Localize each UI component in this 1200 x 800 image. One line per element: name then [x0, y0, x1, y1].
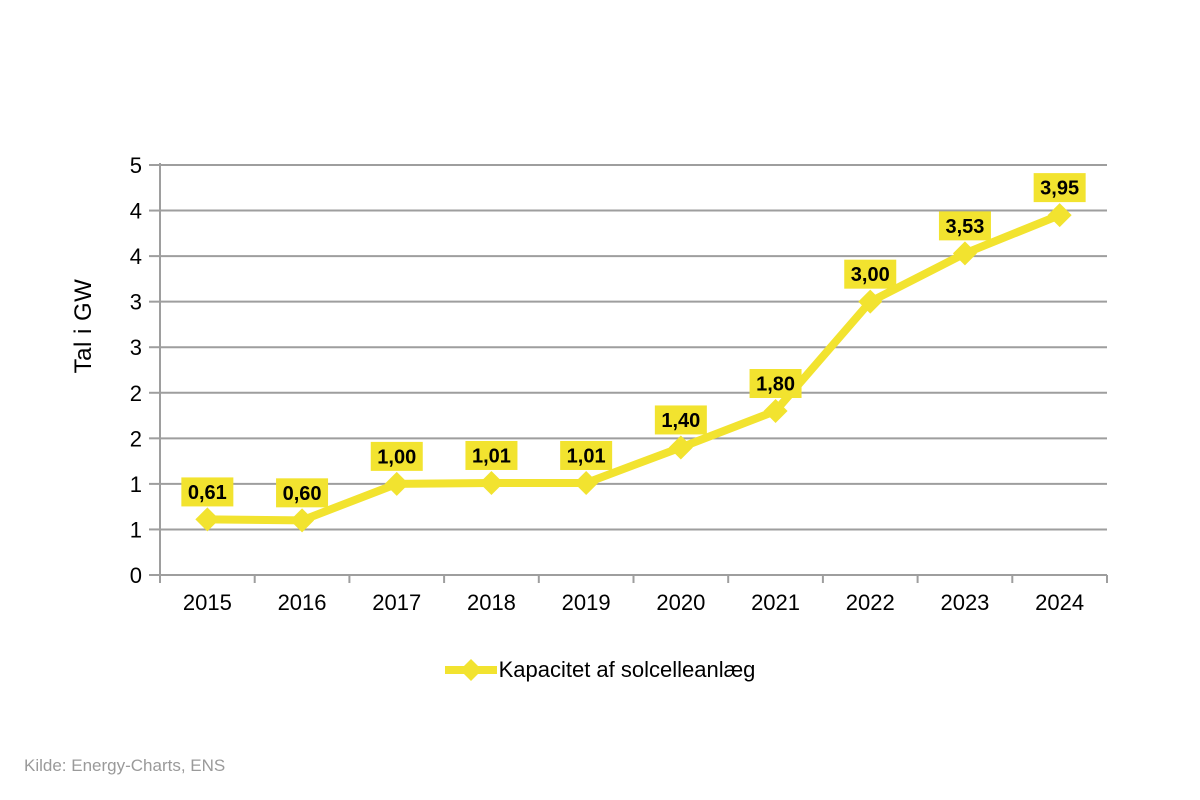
y-tick-label: 2 [130, 426, 142, 451]
data-label: 3,53 [945, 216, 984, 238]
data-label: 1,80 [756, 374, 795, 396]
x-tick-label: 2022 [846, 590, 895, 615]
data-point-marker [574, 470, 599, 495]
series-line [207, 211, 1062, 525]
x-tick-label: 2015 [183, 590, 232, 615]
data-label-box [181, 477, 234, 507]
y-tick-label: 5 [130, 153, 142, 178]
data-label: 0,60 [283, 483, 322, 505]
data-point-marker [668, 435, 693, 460]
data-label: 1,40 [661, 410, 700, 432]
data-label: 0,61 [188, 482, 227, 504]
data-point-marker [952, 241, 977, 266]
legend-line-marker-icon [444, 659, 497, 681]
data-point-marker [1047, 203, 1072, 228]
x-tick-label: 2023 [940, 590, 989, 615]
data-label-box [654, 405, 707, 435]
data-point-marker [763, 399, 788, 423]
x-tick-label: 2020 [656, 590, 705, 615]
legend: Kapacitet af solcelleanlæg [0, 652, 1200, 688]
data-label-box [276, 478, 329, 508]
data-label-box [844, 259, 897, 289]
data-label-box [938, 211, 991, 241]
data-label: 1,00 [377, 446, 416, 468]
legend-diamond-icon [459, 659, 482, 681]
data-label-box [1033, 173, 1086, 203]
data-point-marker [479, 470, 504, 495]
data-point-marker [290, 508, 315, 533]
data-point-marker [195, 507, 220, 532]
y-tick-label: 1 [130, 517, 142, 542]
legend-label: Kapacitet af solcelleanlæg [498, 657, 756, 682]
y-tick-label: 1 [130, 472, 142, 497]
y-axis-title: Tal i GW [70, 278, 97, 374]
data-label: 1,01 [567, 445, 606, 467]
x-tick-label: 2019 [562, 590, 611, 615]
data-point-marker [858, 289, 883, 314]
x-tick-label: 2024 [1035, 590, 1084, 615]
source-note: Kilde: Energy-Charts, ENS [24, 756, 226, 775]
y-tick-label: 4 [130, 199, 142, 224]
data-label-box [465, 440, 518, 470]
y-tick-label: 4 [130, 244, 142, 269]
data-label-box [749, 369, 802, 398]
x-tick-label: 2016 [278, 590, 327, 615]
x-tick-label: 2021 [751, 590, 800, 615]
y-tick-label: 2 [130, 381, 142, 406]
y-tick-label: 3 [130, 335, 142, 360]
data-point-marker [384, 471, 409, 496]
data-label-box [370, 441, 423, 471]
data-label: 3,00 [851, 264, 890, 286]
x-tick-label: 2017 [372, 590, 421, 615]
y-tick-label: 3 [130, 290, 142, 315]
y-tick-label: 0 [130, 563, 142, 588]
data-label-box [560, 440, 613, 470]
data-label: 3,95 [1040, 178, 1079, 200]
data-label: 1,01 [472, 445, 511, 467]
x-tick-label: 2018 [467, 590, 516, 615]
